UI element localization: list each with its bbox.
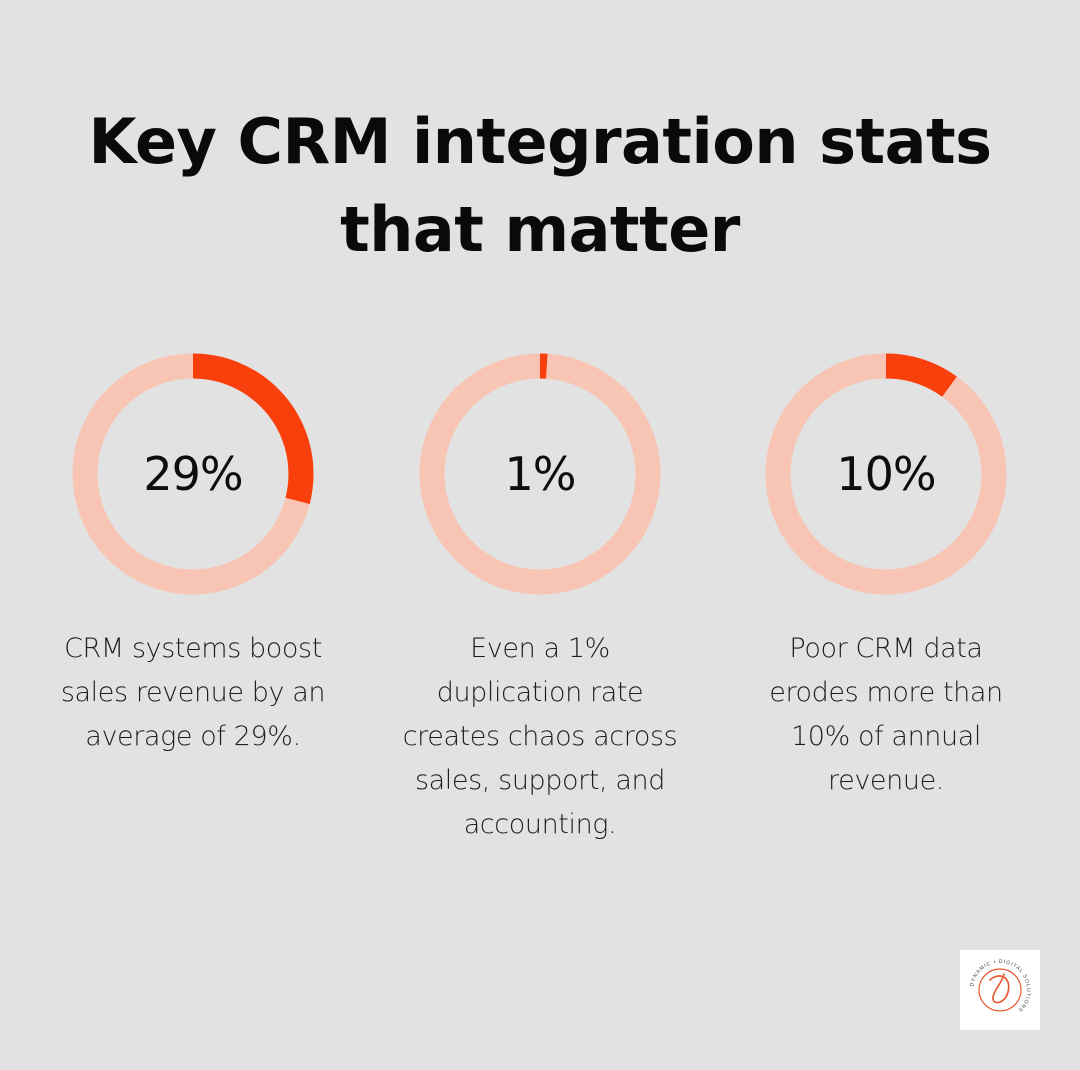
stat-description-2-line-4: sales, support, and xyxy=(415,765,665,796)
stat-card-3: 10% Poor CRM data erodes more than 10% o… xyxy=(721,353,1051,803)
stat-description-1-line-2: sales revenue by an xyxy=(60,677,326,708)
logo-ring xyxy=(978,968,1022,1012)
stat-description-1: CRM systems boost sales revenue by an av… xyxy=(28,627,358,759)
stat-description-2-line-3: creates chaos across xyxy=(402,721,678,752)
logo-monogram-stroke xyxy=(989,973,1010,1004)
stat-description-2-line-2: duplication rate xyxy=(436,677,644,708)
stat-description-3-line-4: revenue. xyxy=(828,765,944,796)
donut-chart-1: 29% xyxy=(72,353,314,595)
brand-logo: DYNAMIC • DIGITAL SOLUTIONS xyxy=(960,950,1040,1030)
title-line-1: Key CRM integration stats xyxy=(88,105,992,178)
donut-value-arc-3 xyxy=(765,353,1007,595)
stat-description-2: Even a 1% duplication rate creates chaos… xyxy=(375,627,705,847)
donut-svg-2 xyxy=(419,353,661,595)
donut-chart-2: 1% xyxy=(419,353,661,595)
stat-description-2-line-5: accounting. xyxy=(463,809,617,840)
stat-card-1: 29% CRM systems boost sales revenue by a… xyxy=(28,353,358,759)
dds-monogram-icon: DYNAMIC • DIGITAL SOLUTIONS xyxy=(969,959,1031,1013)
donut-svg-1 xyxy=(72,353,314,595)
stat-value-1: 29% xyxy=(143,447,243,501)
page-title: Key CRM integration stats that matter xyxy=(0,98,1080,274)
stat-description-3-line-2: erodes more than xyxy=(769,677,1003,708)
donut-chart-3: 10% xyxy=(765,353,1007,595)
stat-value-2: 1% xyxy=(504,447,577,501)
stat-description-1-line-1: CRM systems boost xyxy=(64,633,322,664)
donut-svg-3 xyxy=(765,353,1007,595)
stat-description-1-line-3: average of 29%. xyxy=(85,721,301,752)
stat-value-3: 10% xyxy=(836,447,936,501)
stat-description-3: Poor CRM data erodes more than 10% of an… xyxy=(721,627,1051,803)
donut-value-arc-2 xyxy=(419,353,661,595)
stat-card-2: 1% Even a 1% duplication rate creates ch… xyxy=(375,353,705,847)
stat-description-2-line-1: Even a 1% xyxy=(470,633,610,664)
title-line-2: that matter xyxy=(340,193,740,266)
stat-description-3-line-1: Poor CRM data xyxy=(789,633,983,664)
donut-value-arc-1 xyxy=(72,353,314,595)
logo-text: DYNAMIC • DIGITAL SOLUTIONS xyxy=(969,959,1031,1013)
stat-description-3-line-3: 10% of annual xyxy=(791,721,981,752)
